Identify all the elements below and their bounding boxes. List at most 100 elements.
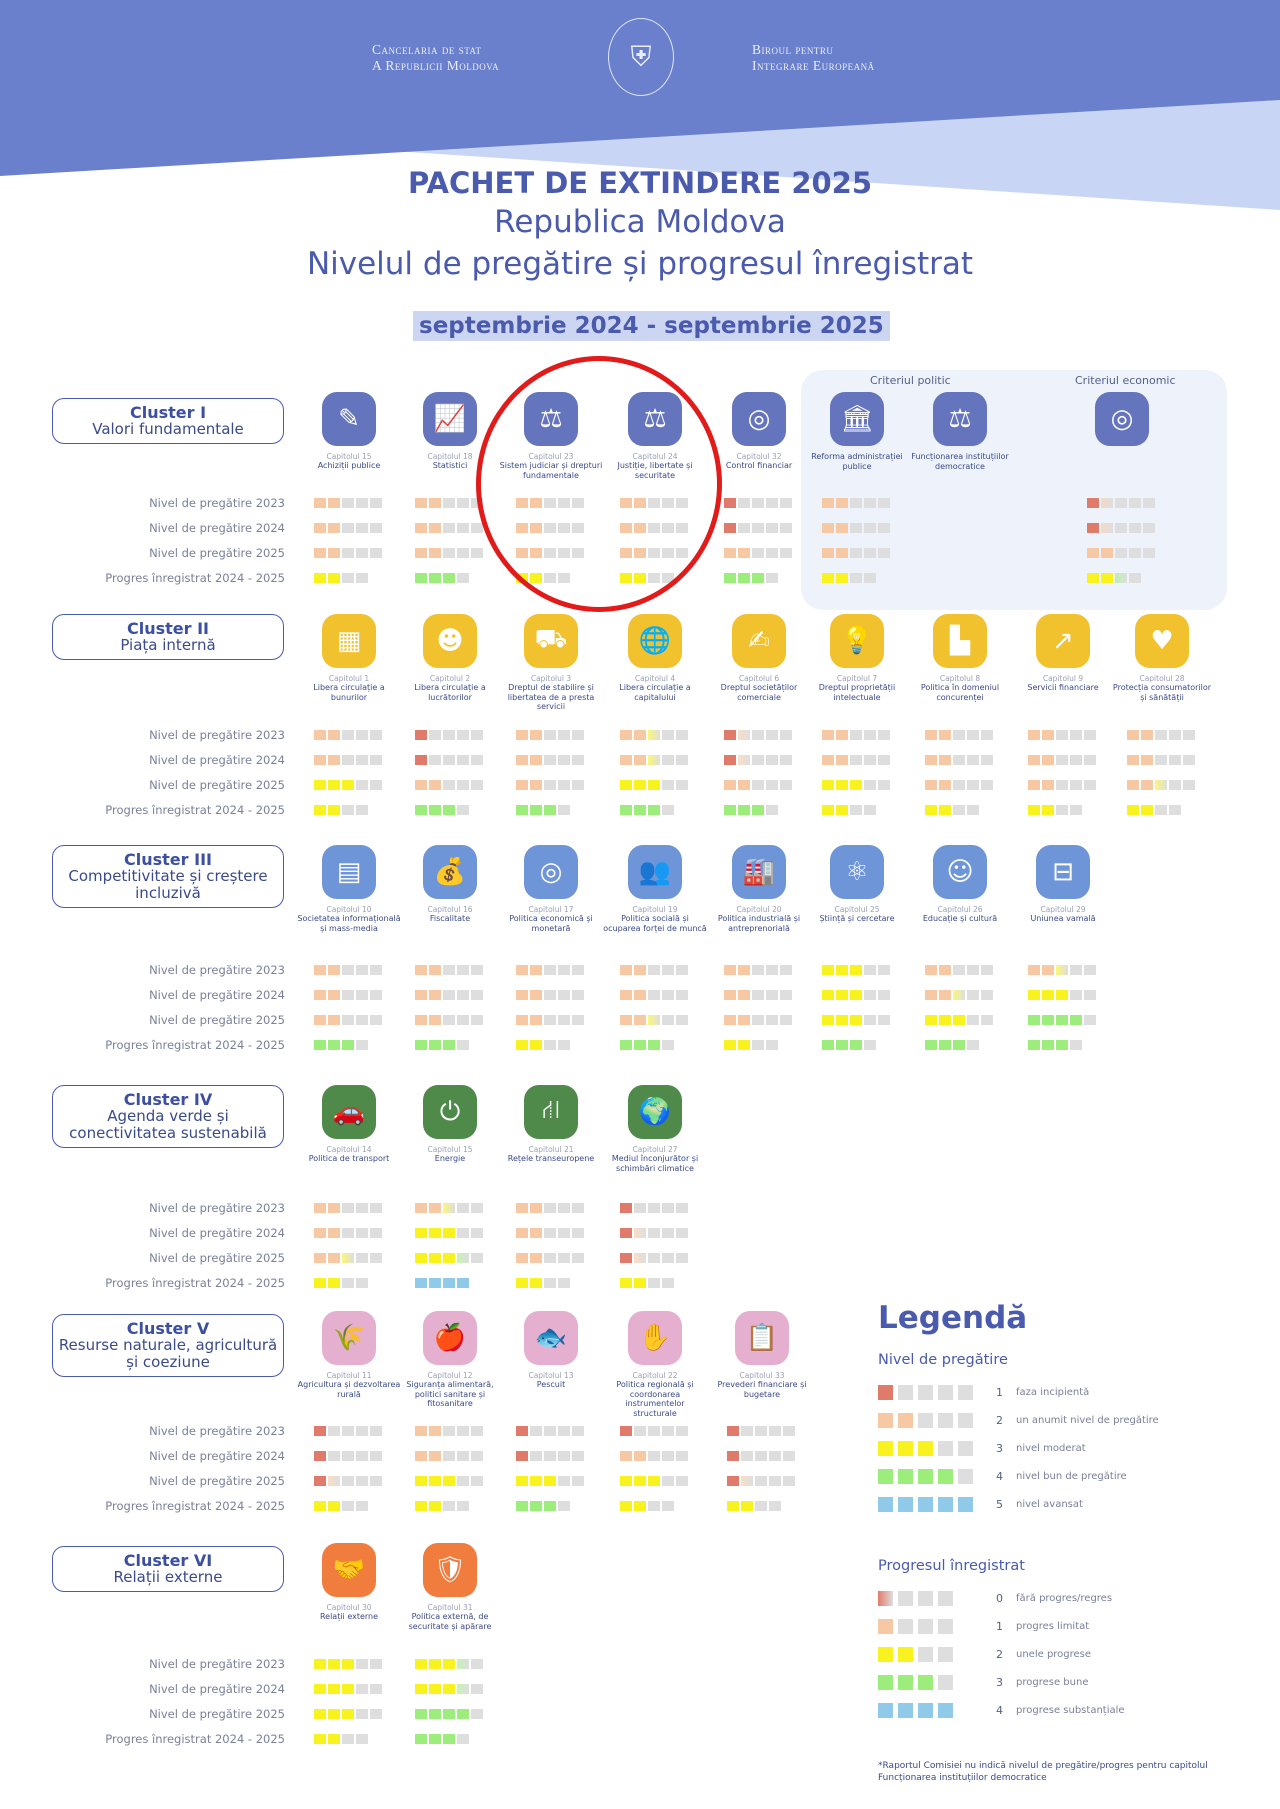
chapter-column[interactable]: ✋ Capitolul 22 Politica regională și coord… bbox=[603, 1311, 707, 1418]
square bbox=[415, 1501, 427, 1511]
chapter-column[interactable]: ⊟ Capitolul 29 Uniunea vamală bbox=[1011, 845, 1115, 924]
chapter-column[interactable]: 🌾 Capitolul 11 Agricultura și dezvoltarea … bbox=[297, 1311, 401, 1399]
chapter-column[interactable]: ▙ Capitolul 8 Politica în domeniul concure… bbox=[908, 614, 1012, 702]
square bbox=[457, 1734, 469, 1744]
chapter-column[interactable]: 💡 Capitolul 7 Dreptul proprietății intelec… bbox=[805, 614, 909, 702]
chapter-column[interactable]: 🌍 Capitolul 27 Mediul înconjurător și schi… bbox=[603, 1085, 707, 1173]
chapter-column[interactable]: ⚖ Funcționarea instituțiilor democratice bbox=[908, 392, 1012, 471]
square bbox=[648, 1253, 660, 1263]
row-label: Nivel de pregătire 2023 bbox=[149, 1424, 285, 1438]
square bbox=[558, 1451, 570, 1461]
chapter-column[interactable]: ⏻ Capitolul 15 Energie bbox=[398, 1085, 502, 1164]
chapter-column[interactable]: 🐟 Capitolul 13 Pescuit bbox=[499, 1311, 603, 1390]
chapter-column[interactable]: ▤ Capitolul 10 Societatea informațională ș… bbox=[297, 845, 401, 933]
chapter-name: Mediul înconjurător și schimbări climati… bbox=[611, 1154, 699, 1173]
chapter-column[interactable]: 💰 Capitolul 16 Fiscalitate bbox=[398, 845, 502, 924]
chapter-column[interactable]: ▦ Capitolul 1 Libera circulație a bunurilo… bbox=[297, 614, 401, 702]
chapter-column[interactable]: ✎ Capitolul 15 Achiziții publice bbox=[297, 392, 401, 471]
chapter-column[interactable]: ⚛ Capitolul 25 Știință și cercetare bbox=[805, 845, 909, 924]
square bbox=[544, 990, 556, 1000]
square bbox=[676, 755, 688, 765]
chapter-name: Politica industrială și antreprenorială bbox=[717, 914, 801, 933]
chapter-column[interactable]: 🍎 Capitolul 12 Siguranța alimentară, polit… bbox=[398, 1311, 502, 1409]
chapter-column[interactable]: ☻ Capitolul 2 Libera circulație a lucrător… bbox=[398, 614, 502, 702]
square bbox=[443, 1040, 455, 1050]
chapter-column[interactable]: ☺ Capitolul 26 Educație și cultură bbox=[908, 845, 1012, 924]
square bbox=[752, 573, 764, 583]
square bbox=[429, 1734, 441, 1744]
chapter-column[interactable]: ↗ Capitolul 9 Servicii financiare bbox=[1011, 614, 1115, 693]
square bbox=[938, 1412, 953, 1428]
readiness-level-bar bbox=[415, 1015, 483, 1025]
square bbox=[925, 780, 937, 790]
chapter-column[interactable]: 🏭 Capitolul 20 Politica industrială și ant… bbox=[707, 845, 811, 933]
square bbox=[1155, 755, 1167, 765]
square bbox=[918, 1646, 933, 1662]
square bbox=[634, 1278, 646, 1288]
chapter-column[interactable]: 🏛 Reforma administrației publice bbox=[805, 392, 909, 471]
chapter-column[interactable]: ✍ Capitolul 6 Dreptul societăților comerci… bbox=[707, 614, 811, 702]
chapter-column[interactable]: ◎ Capitolul 17 Politica economică și monet… bbox=[499, 845, 603, 933]
square bbox=[572, 1228, 584, 1238]
chapter-column[interactable]: 🛡 Capitolul 31 Politica externă, de securi… bbox=[398, 1543, 502, 1631]
square bbox=[766, 1015, 778, 1025]
square bbox=[878, 523, 890, 533]
square bbox=[1056, 755, 1068, 765]
square bbox=[457, 523, 469, 533]
square bbox=[429, 990, 441, 1000]
readiness-level-bar bbox=[415, 1426, 483, 1436]
chapter-column[interactable]: ◎ Capitolul 32 Control financiar bbox=[707, 392, 811, 471]
square bbox=[328, 1203, 340, 1213]
square bbox=[898, 1496, 913, 1512]
square bbox=[878, 1674, 893, 1690]
square bbox=[314, 573, 326, 583]
chapter-name: Libera circulație a lucrătorilor bbox=[414, 683, 486, 702]
progress-bar bbox=[314, 1278, 368, 1288]
square bbox=[471, 1451, 483, 1461]
square bbox=[878, 1618, 893, 1634]
square bbox=[836, 990, 848, 1000]
square bbox=[1084, 730, 1096, 740]
progress-bar bbox=[620, 1501, 674, 1511]
chapter-column[interactable]: ⛙ Capitolul 21 Rețele transeuropene bbox=[499, 1085, 603, 1164]
chapter-column[interactable]: ⛟ Capitolul 3 Dreptul de stabilire și libe… bbox=[499, 614, 603, 712]
square bbox=[415, 805, 427, 815]
square bbox=[634, 1253, 646, 1263]
chapter-column[interactable]: ♥ Capitolul 28 Protecția consumatorilor și… bbox=[1110, 614, 1214, 702]
square bbox=[1101, 498, 1113, 508]
progress-bar bbox=[314, 805, 368, 815]
square bbox=[356, 1684, 368, 1694]
chapter-column[interactable]: 🤝 Capitolul 30 Relații externe bbox=[297, 1543, 401, 1622]
square bbox=[443, 1228, 455, 1238]
chapter-column[interactable]: 👥 Capitolul 19 Politica socială și ocupare… bbox=[603, 845, 707, 933]
square bbox=[967, 780, 979, 790]
square bbox=[457, 1451, 469, 1461]
square bbox=[558, 1253, 570, 1263]
bureau-name: Biroul pentru Integrare Europeană bbox=[752, 42, 875, 73]
square bbox=[981, 965, 993, 975]
square bbox=[415, 1228, 427, 1238]
square bbox=[634, 1501, 646, 1511]
chapter-name: Politica regională și coordonarea instru… bbox=[616, 1380, 694, 1418]
chapter-column[interactable]: 📋 Capitolul 33 Prevederi financiare și bug… bbox=[710, 1311, 814, 1399]
square bbox=[471, 965, 483, 975]
square bbox=[342, 523, 354, 533]
readiness-level-bar bbox=[314, 1709, 382, 1719]
chapter-name: Politica economică și monetară bbox=[509, 914, 593, 933]
gavel-icon: ⚖ bbox=[933, 392, 987, 446]
square bbox=[328, 1659, 340, 1669]
chapter-column[interactable]: 🚗 Capitolul 14 Politica de transport bbox=[297, 1085, 401, 1164]
square bbox=[676, 1426, 688, 1436]
square bbox=[429, 1709, 441, 1719]
chapter-name: Dreptul proprietății intelectuale bbox=[818, 683, 896, 702]
square bbox=[918, 1496, 933, 1512]
progress-bar bbox=[516, 1278, 570, 1288]
square bbox=[822, 990, 834, 1000]
square bbox=[766, 805, 778, 815]
chapter-column[interactable]: ◎ bbox=[1070, 392, 1174, 452]
chapter-column[interactable]: 📈 Capitolul 18 Statistici bbox=[398, 392, 502, 471]
square bbox=[356, 965, 368, 975]
chapter-column[interactable]: 🌐 Capitolul 4 Libera circulație a capitalu… bbox=[603, 614, 707, 702]
square bbox=[1141, 730, 1153, 740]
square bbox=[572, 1253, 584, 1263]
